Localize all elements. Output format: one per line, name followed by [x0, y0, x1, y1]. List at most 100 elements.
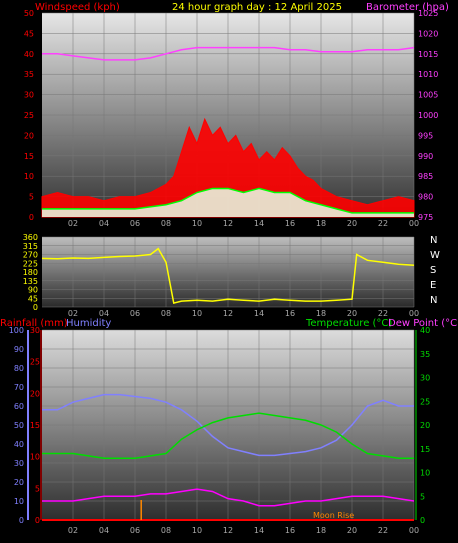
time-tick-label: 12 [223, 219, 233, 228]
direction-tick-label: 180 [23, 268, 38, 277]
direction-tick-label: 45 [28, 294, 38, 303]
time-tick-label: 02 [68, 309, 78, 318]
time-tick-label: 02 [68, 219, 78, 228]
compass-label: N [430, 235, 437, 246]
humidity-tick-label: 50 [14, 421, 24, 430]
wind-tick-label: 10 [24, 172, 34, 181]
temperature-tick-label: 30 [420, 374, 430, 383]
baro-tick-label: 985 [418, 172, 433, 181]
time-tick-label: 06 [130, 219, 140, 228]
time-tick-label: 14 [254, 309, 264, 318]
time-tick-label: 18 [316, 526, 326, 535]
barometer-line [42, 46, 415, 61]
time-tick-label: 04 [99, 309, 109, 318]
temperature-tick-label: 20 [420, 421, 430, 430]
direction-tick-label: 360 [23, 233, 38, 242]
temperature-axis-title: Temperature (°C) [305, 318, 392, 329]
direction-tick-label: 0 [33, 303, 38, 312]
rain-tick-label: 10 [30, 453, 40, 462]
time-tick-label: 16 [285, 309, 295, 318]
direction-series [41, 247, 415, 305]
direction-tick-label: 225 [23, 259, 38, 268]
time-tick-label: 16 [285, 219, 295, 228]
time-tick-label: 12 [223, 526, 233, 535]
humidity-tick-label: 10 [14, 497, 24, 506]
baro-tick-label: 1025 [418, 9, 438, 18]
compass-label: W [430, 250, 440, 261]
baro-tick-label: 990 [418, 152, 433, 161]
time-tick-label: 04 [99, 219, 109, 228]
time-tick-label: 00 [409, 526, 419, 535]
wind-tick-label: 35 [24, 70, 34, 79]
time-tick-label: 06 [130, 309, 140, 318]
wind-direction-line [41, 247, 415, 305]
wind-tick-label: 20 [24, 131, 34, 140]
wind-tick-label: 50 [24, 9, 34, 18]
temperature-tick-label: 40 [420, 326, 430, 335]
humidity-axis-title: Humidity [66, 318, 111, 329]
baro-tick-label: 1020 [418, 29, 438, 38]
baro-tick-label: 1005 [418, 91, 438, 100]
direction-tick-label: 315 [23, 242, 38, 251]
temperature-tick-label: 10 [420, 469, 430, 478]
time-tick-label: 20 [347, 309, 357, 318]
dewpoint-axis-title: Dew Point (°C) [388, 318, 458, 329]
wind-tick-label: 15 [24, 152, 34, 161]
direction-tick-label: 135 [23, 277, 38, 286]
humidity-tick-label: 20 [14, 478, 24, 487]
time-tick-label: 20 [347, 526, 357, 535]
baro-tick-label: 1000 [418, 111, 438, 120]
time-tick-label: 08 [161, 526, 171, 535]
barometer-axis-title: Barometer (hpa) [366, 2, 449, 13]
temperature-line [42, 412, 414, 459]
time-tick-label: 06 [130, 526, 140, 535]
time-tick-label: 22 [378, 309, 388, 318]
compass-label: S [430, 265, 436, 276]
average-wind-area [42, 188, 414, 217]
time-tick-label: 02 [68, 526, 78, 535]
time-tick-label: 08 [161, 219, 171, 228]
rain-tick-label: 30 [30, 326, 40, 335]
rain-tick-label: 15 [30, 421, 40, 430]
time-tick-label: 18 [316, 309, 326, 318]
rain-tick-label: 5 [35, 484, 40, 493]
rain-tick-label: 25 [30, 358, 40, 367]
temperature-tick-label: 15 [420, 445, 430, 454]
humidity-tick-label: 0 [19, 516, 24, 525]
time-tick-label: 04 [99, 526, 109, 535]
time-tick-label: 10 [192, 309, 202, 318]
wind-tick-label: 30 [24, 91, 34, 100]
humidity-tick-label: 90 [14, 345, 24, 354]
wind-series [41, 46, 415, 218]
time-tick-label: 08 [161, 309, 171, 318]
temperature-tick-label: 0 [420, 516, 425, 525]
baro-tick-label: 1010 [418, 70, 438, 79]
direction-tick-label: 90 [28, 286, 38, 295]
humidity-tick-label: 70 [14, 383, 24, 392]
time-tick-label: 22 [378, 526, 388, 535]
average-wind-line [42, 187, 414, 214]
time-tick-label: 10 [192, 219, 202, 228]
rainfall-axis-title: Rainfall (mm) [0, 318, 68, 329]
direction-grid [42, 236, 415, 308]
compass-label: N [430, 295, 437, 306]
wind-tick-label: 0 [29, 213, 34, 222]
temperature-tick-label: 35 [420, 350, 430, 359]
temperature-tick-label: 5 [420, 492, 425, 501]
compass-label: E [430, 280, 436, 291]
humidity-tick-label: 100 [9, 326, 24, 335]
humidity-tick-label: 60 [14, 402, 24, 411]
time-tick-label: 00 [409, 309, 419, 318]
dewpoint-line [42, 488, 415, 507]
baro-tick-label: 975 [418, 213, 433, 222]
time-tick-label: 16 [285, 526, 295, 535]
time-tick-label: 12 [223, 309, 233, 318]
chart-title: 24 hour graph day : 12 April 2025 [172, 2, 342, 13]
time-tick-label: 14 [254, 526, 264, 535]
time-tick-label: 22 [378, 219, 388, 228]
baro-tick-label: 980 [418, 193, 433, 202]
baro-tick-label: 995 [418, 131, 433, 140]
baro-tick-label: 1015 [418, 50, 438, 59]
temperature-series [42, 393, 415, 521]
